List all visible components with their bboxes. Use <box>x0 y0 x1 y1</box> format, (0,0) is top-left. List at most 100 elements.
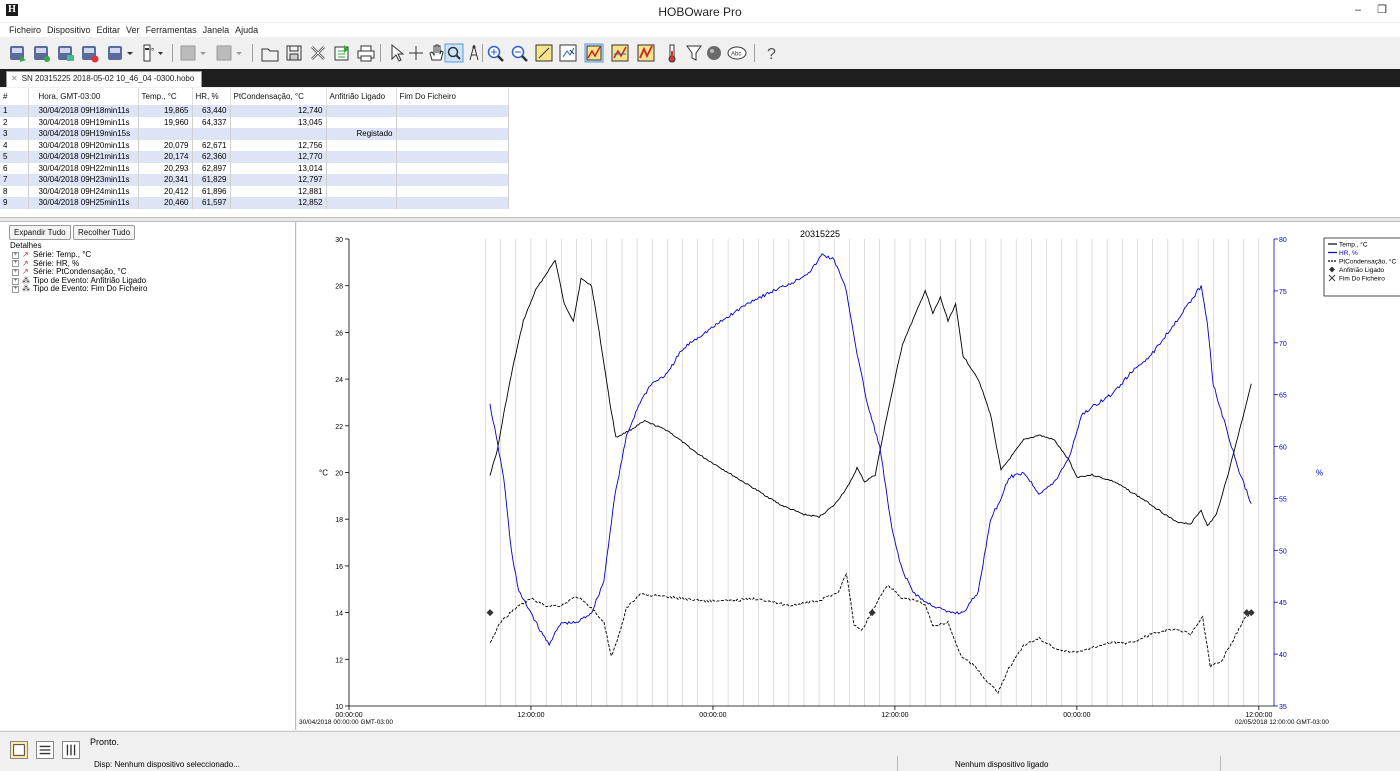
menu-janela[interactable]: Janela <box>202 25 230 35</box>
y-right-tick-label: 50 <box>1279 548 1287 555</box>
y-right-tick-label: 35 <box>1279 704 1287 711</box>
menu-editar[interactable]: Editar <box>96 25 121 35</box>
table-row[interactable]: 8 30/04/2018 09H24min11s 20,412 61,896 12,88… <box>0 185 509 197</box>
open-folder-icon[interactable] <box>260 42 280 64</box>
expand-icon[interactable]: + <box>12 286 19 294</box>
save-icon[interactable] <box>284 42 304 64</box>
pointer-icon[interactable] <box>386 42 406 64</box>
event-type-icon: ⁂ <box>22 284 30 294</box>
table-row[interactable]: 5 30/04/2018 09H21min11s 20,174 62,360 12,77… <box>0 151 509 163</box>
event-marker-host[interactable] <box>1243 609 1251 617</box>
expand-all-button[interactable]: Expandir Tudo <box>9 225 71 240</box>
disabled-tool-icon[interactable] <box>178 42 212 64</box>
menu-ficheiro[interactable]: Ficheiro <box>9 25 42 35</box>
close-tab-icon[interactable]: ✕ <box>11 74 18 83</box>
expand-icon[interactable]: + <box>12 260 19 268</box>
line-graph-icon[interactable] <box>584 42 604 64</box>
y-left-tick-label: 30 <box>335 237 343 244</box>
horizontal-splitter[interactable] <box>0 217 1400 222</box>
table-cell: 30/04/2018 09H20min11s <box>28 139 139 151</box>
tree-item-temp-series[interactable]: + ↗ Série: Temp., °C <box>12 250 147 260</box>
event-marker-eof[interactable] <box>1247 609 1255 617</box>
expand-icon[interactable]: + <box>12 268 19 276</box>
col-header-index[interactable]: # <box>0 88 29 105</box>
list-view-icon[interactable] <box>36 741 54 759</box>
details-view-icon[interactable] <box>10 741 28 759</box>
zoom-out-icon[interactable] <box>510 42 530 64</box>
menu-ferramentas[interactable]: Ferramentas <box>145 25 197 35</box>
col-header-rh[interactable]: HR, % <box>192 88 231 105</box>
tree-item-label: Série: PtCondensação, °C <box>33 267 127 277</box>
print-icon[interactable] <box>356 42 376 64</box>
label-icon[interactable]: Abc <box>726 42 748 64</box>
zoom-fit-icon[interactable] <box>534 42 554 64</box>
minimize-icon[interactable]: – <box>1354 4 1362 16</box>
table-row[interactable]: 3 30/04/2018 09H19min15s Registado <box>0 128 509 140</box>
tree-item-dewpoint-series[interactable]: + ↗ Série: PtCondensação, °C <box>12 268 147 277</box>
tree-item-label: Série: HR, % <box>33 258 80 268</box>
export-icon[interactable] <box>332 42 352 64</box>
tree-item-event-host[interactable]: + ⁂ Tipo de Evento: Anfitrião Ligado <box>12 276 147 286</box>
launch-icon[interactable] <box>32 42 52 64</box>
expand-icon[interactable]: + <box>12 251 19 259</box>
legend-box <box>1323 237 1400 297</box>
x-tick-label: 12:00:00 <box>881 712 908 719</box>
series-line-2[interactable] <box>489 572 1252 695</box>
event-marker-host[interactable] <box>486 609 494 617</box>
menu-dispositivo[interactable]: Dispositivo <box>47 25 91 35</box>
event-marker-host[interactable] <box>868 609 876 617</box>
hand-pan-icon[interactable] <box>426 42 446 64</box>
zoom-in-icon[interactable] <box>486 42 506 64</box>
table-cell: 19,865 <box>138 105 193 117</box>
line-chart[interactable]: 10 12 14 16 18 20 22 24 26 28 30 35 40 45 50 55 60 65 70 75… <box>297 222 1400 730</box>
table-row[interactable]: 1 30/04/2018 09H18min11s 19,865 63,440 12,74… <box>0 105 509 117</box>
stop-icon[interactable] <box>80 42 100 64</box>
collapse-all-button[interactable]: Recolher Tudo <box>73 225 136 240</box>
file-tab[interactable]: ✕ SN 20315225 2018-05-02 10_46_04 -0300.h… <box>6 71 202 87</box>
expand-icon[interactable]: + <box>12 277 19 285</box>
restore-icon[interactable]: ❐ <box>1377 4 1387 16</box>
tree-item-rh-series[interactable]: + ↗ Série: HR, % <box>12 258 147 269</box>
relaunch-dropdown-icon[interactable] <box>106 42 136 64</box>
table-cell: 30/04/2018 09H18min11s <box>28 105 139 117</box>
close-file-icon[interactable] <box>308 42 328 64</box>
y-right-tick-label: 60 <box>1279 445 1287 452</box>
status-icon[interactable] <box>56 42 76 64</box>
table-row[interactable]: 9 30/04/2018 09H25min11s 20,460 61,597 12,85… <box>0 197 509 209</box>
col-header-end-of-file[interactable]: Fim Do Ficheiro <box>396 88 509 105</box>
columns-view-icon[interactable] <box>62 741 80 759</box>
zoom-box-icon[interactable] <box>444 42 464 64</box>
table-cell <box>396 185 509 197</box>
tree-item-event-eof[interactable]: + ⁂ Tipo de Evento: Fim Do Ficheiro <box>12 285 147 294</box>
table-cell: 12,756 <box>230 139 327 151</box>
table-row[interactable]: 4 30/04/2018 09H20min11s 20,079 62,671 12,75… <box>0 139 509 151</box>
col-header-time[interactable]: Hora, GMT-03:00 <box>28 88 139 105</box>
series-line-icon: ↗ <box>22 258 29 268</box>
point-style-icon[interactable] <box>704 42 724 64</box>
device-info-icon[interactable]: ° <box>140 42 166 64</box>
disabled-tool-2-icon[interactable] <box>214 42 248 64</box>
marker-icon[interactable] <box>464 42 484 64</box>
crosshair-icon[interactable] <box>406 42 426 64</box>
series-line-0[interactable] <box>489 259 1252 527</box>
table-row[interactable]: 6 30/04/2018 09H22min11s 20,293 62,897 13,01… <box>0 162 509 174</box>
col-header-host-connected[interactable]: Anfitrião Ligado <box>326 88 397 105</box>
menu-ver[interactable]: Ver <box>126 25 140 35</box>
series-graph-icon[interactable] <box>610 42 630 64</box>
trend-graph-icon[interactable] <box>636 42 656 64</box>
select-points-icon[interactable] <box>558 42 578 64</box>
table-row[interactable]: 2 30/04/2018 09H19min11s 19,960 64,337 13,04… <box>0 116 509 128</box>
table-cell: 30/04/2018 09H19min15s <box>28 128 139 140</box>
col-header-temp[interactable]: Temp., °C <box>138 88 193 105</box>
help-icon[interactable]: ? <box>762 42 782 64</box>
table-row[interactable]: 7 30/04/2018 09H23min11s 20,341 61,829 12,79… <box>0 174 509 186</box>
col-header-dewpoint[interactable]: PtCondensação, °C <box>230 88 327 105</box>
series-line-1[interactable] <box>489 253 1252 647</box>
filter-icon[interactable] <box>684 42 704 64</box>
table-cell <box>396 162 509 174</box>
readout-icon[interactable] <box>8 42 28 64</box>
menu-ajuda[interactable]: Ajuda <box>235 25 259 35</box>
menu-bar: Ficheiro Dispositivo Editar Ver Ferramentas J… <box>0 23 1400 37</box>
thermometer-icon[interactable] <box>662 42 682 64</box>
chart-panel[interactable]: 10 12 14 16 18 20 22 24 26 28 30 35 40 45 50 55 60 65 70 75… <box>297 222 1400 730</box>
